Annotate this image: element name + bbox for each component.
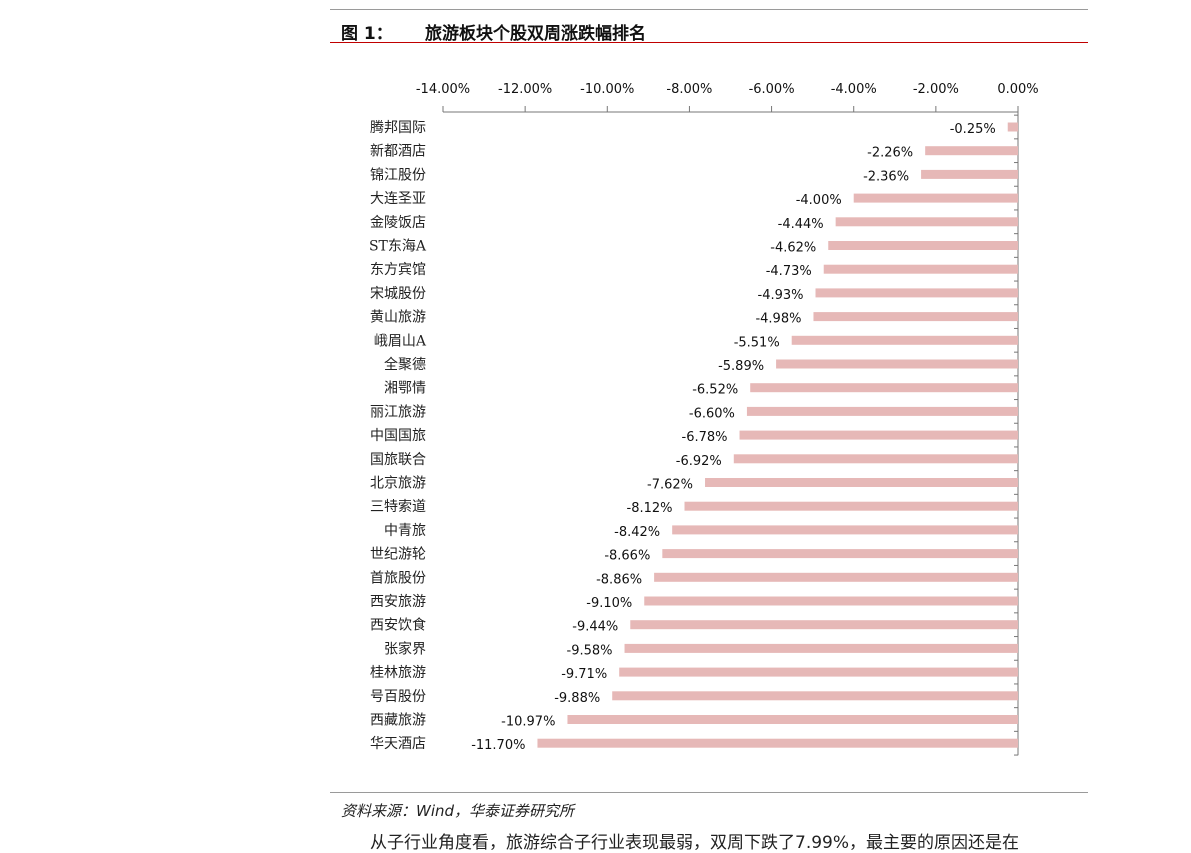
bar — [672, 525, 1018, 535]
data-label: -6.60% — [689, 406, 735, 421]
data-label: -8.66% — [604, 549, 650, 564]
data-label: -9.44% — [572, 620, 618, 635]
x-tick-label: -12.00% — [498, 82, 552, 97]
data-label: -10.97% — [501, 715, 555, 730]
data-label: -4.93% — [758, 288, 804, 303]
bar — [835, 217, 1018, 227]
figure-title: 图 1： 旅游板块个股双周涨跌幅排名 — [341, 19, 646, 44]
data-label: -9.88% — [554, 691, 600, 706]
bar — [662, 549, 1018, 559]
bar — [739, 430, 1018, 440]
bar — [921, 169, 1018, 179]
category-label: 东方宾馆 — [370, 262, 426, 278]
bar — [828, 241, 1018, 250]
data-label: -0.25% — [950, 122, 996, 137]
bar — [684, 501, 1018, 511]
category-label: 张家界 — [384, 640, 426, 657]
bar — [746, 406, 1018, 416]
data-label: -8.86% — [596, 572, 642, 587]
category-label: 西安旅游 — [370, 594, 426, 610]
category-label: 中国国旅 — [370, 428, 426, 444]
category-label: 丽江旅游 — [370, 404, 426, 420]
bar — [750, 383, 1018, 393]
category-label: 黄山旅游 — [370, 309, 426, 326]
bar — [791, 335, 1018, 345]
data-label: -7.62% — [647, 478, 693, 493]
source-note: 资料来源：Wind，华泰证券研究所 — [341, 802, 575, 820]
figure-title-text: 旅游板块个股双周涨跌幅排名 — [425, 24, 646, 44]
category-label: 华天酒店 — [370, 736, 426, 752]
category-label: 宋城股份 — [370, 286, 426, 302]
data-label: -8.42% — [614, 525, 660, 540]
bar — [612, 691, 1018, 701]
bar — [705, 478, 1018, 487]
category-label: 新都酒店 — [370, 144, 426, 160]
bar — [537, 738, 1018, 748]
category-label: 大连圣亚 — [370, 191, 426, 207]
category-label: 三特索道 — [370, 498, 426, 515]
data-label: -5.89% — [718, 359, 764, 374]
data-label: -4.44% — [778, 217, 824, 232]
x-tick-label: -2.00% — [913, 82, 959, 97]
figure-label: 图 1： — [341, 24, 393, 44]
category-label: 首旅股份 — [370, 570, 426, 586]
bar — [644, 596, 1018, 606]
bar — [776, 359, 1018, 369]
data-label: -6.92% — [676, 454, 722, 469]
data-label: -4.00% — [796, 193, 842, 208]
data-label: -4.98% — [755, 312, 801, 327]
category-label: 西藏旅游 — [370, 713, 426, 729]
category-label: 西安饮食 — [370, 617, 426, 634]
data-label: -5.51% — [734, 335, 780, 350]
data-label: -6.52% — [692, 383, 738, 398]
bar — [1007, 122, 1018, 132]
data-label: -2.26% — [867, 146, 913, 161]
category-label: 世纪游轮 — [370, 547, 426, 563]
top-rule — [330, 9, 1088, 10]
bar — [619, 667, 1018, 677]
data-label: -9.10% — [586, 596, 632, 611]
data-label: -6.78% — [682, 430, 728, 445]
category-label: 金陵饭店 — [370, 215, 426, 231]
category-label: 湘鄂情 — [384, 381, 426, 397]
bar — [853, 193, 1018, 203]
title-rule — [330, 42, 1088, 43]
x-tick-label: -6.00% — [749, 82, 795, 97]
category-label: 桂林旅游 — [370, 665, 426, 681]
bar — [813, 312, 1018, 322]
data-label: -9.71% — [561, 667, 607, 682]
bar — [654, 572, 1018, 582]
data-label: -4.73% — [766, 264, 812, 279]
x-tick-label: -8.00% — [666, 82, 712, 97]
category-label: 腾邦国际 — [370, 119, 426, 136]
data-label: -8.12% — [627, 501, 673, 516]
category-label: 国旅联合 — [370, 452, 426, 468]
body-paragraph: 从子行业角度看，旅游综合子行业表现最弱，双周下跌了7.99%，最主要的原因还是在 — [370, 833, 1020, 853]
category-label: 峨眉山A — [374, 333, 427, 349]
bar — [815, 288, 1018, 298]
data-label: -9.58% — [567, 643, 613, 658]
source-rule — [330, 792, 1088, 793]
category-label: 号百股份 — [370, 689, 426, 705]
x-tick-label: -4.00% — [831, 82, 877, 97]
category-label: ST东海A — [369, 239, 427, 255]
bar — [567, 715, 1018, 724]
bar — [630, 620, 1018, 630]
bar — [925, 146, 1018, 156]
bar — [823, 264, 1018, 274]
data-label: -11.70% — [471, 738, 525, 753]
data-label: -2.36% — [863, 169, 909, 184]
bar — [733, 454, 1018, 464]
category-label: 中青旅 — [384, 523, 426, 539]
bar — [624, 643, 1018, 653]
data-label: -4.62% — [770, 241, 816, 256]
bar-chart: -14.00% -12.00% -10.00% -8.00% -6.00% -4.00% -… — [369, 82, 1039, 756]
x-tick-label: -10.00% — [580, 82, 634, 97]
x-tick-label: 0.00% — [997, 82, 1038, 97]
category-label: 锦江股份 — [370, 166, 426, 183]
category-label: 全聚德 — [384, 356, 426, 373]
x-tick-label: -14.00% — [416, 82, 470, 97]
category-label: 北京旅游 — [370, 476, 426, 492]
